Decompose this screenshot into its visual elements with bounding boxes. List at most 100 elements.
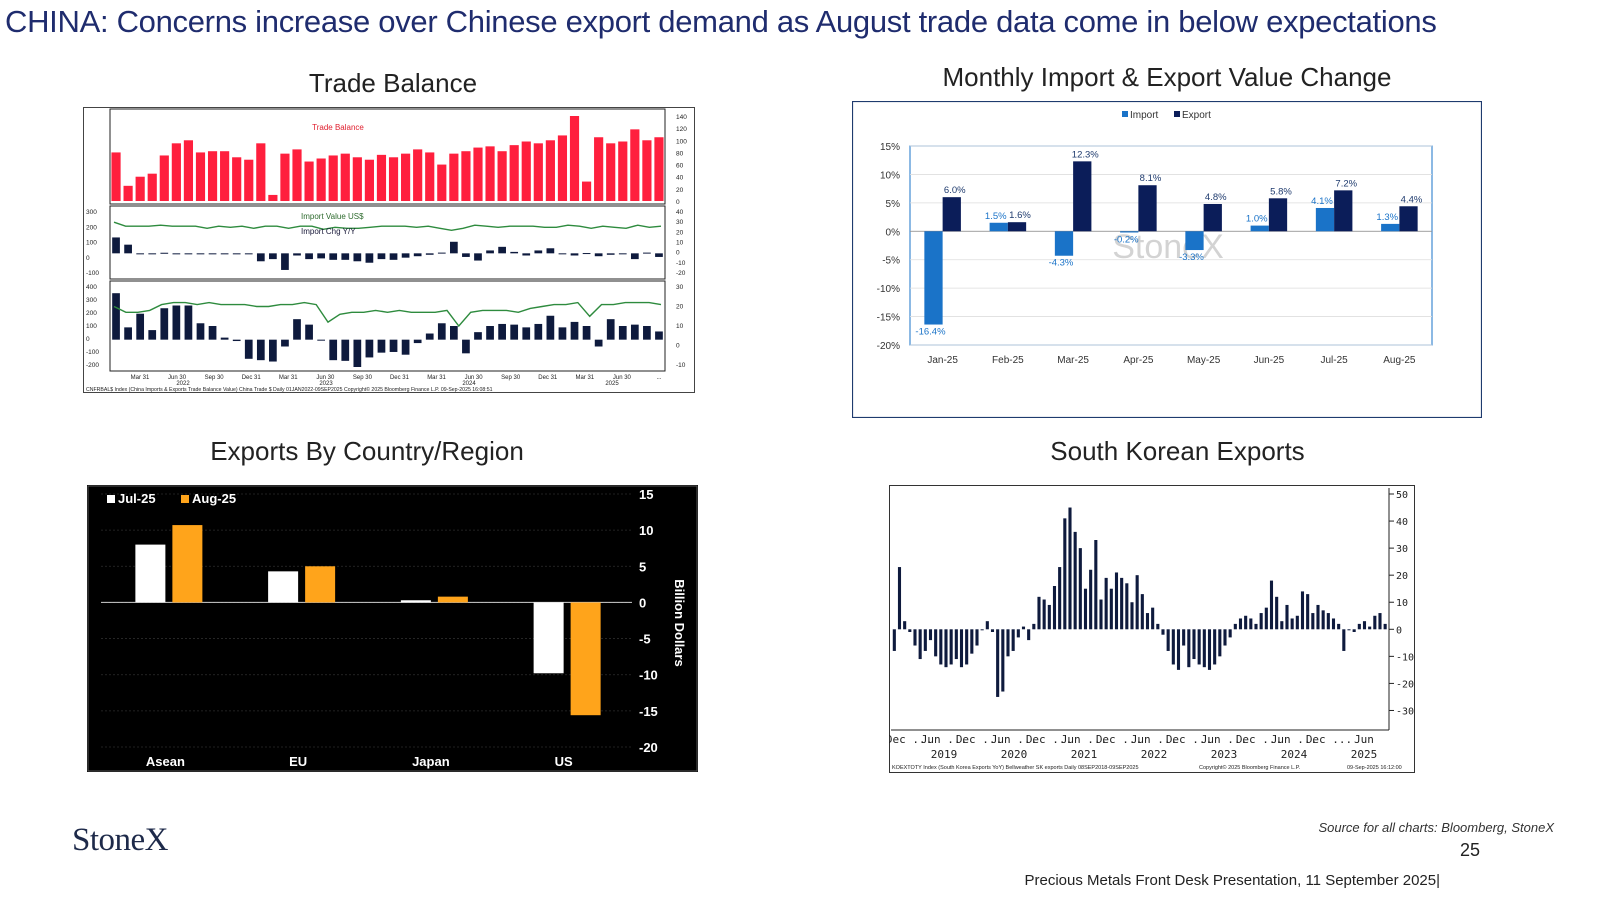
import-change-bar <box>232 339 241 342</box>
panel1-ytick: 20 <box>676 187 684 194</box>
panel1-label: Trade Balance <box>312 123 364 132</box>
import-change-bar <box>534 250 543 254</box>
import-change-bar <box>329 253 338 260</box>
y-tick-label: 10% <box>880 170 900 181</box>
import-change-bar <box>449 326 458 340</box>
trade-balance-bar <box>364 159 374 201</box>
x-tick-label: Jun ... <box>1061 733 1107 746</box>
category-label: Japan <box>412 754 450 769</box>
aug-bar <box>172 525 203 603</box>
import-bar <box>1054 231 1074 256</box>
trade-balance-bar <box>159 155 169 201</box>
import-change-bar <box>534 323 543 340</box>
import-change-bar <box>220 253 229 255</box>
import-change-bar <box>377 253 386 260</box>
trade-balance-bar <box>111 152 121 201</box>
panel-right-ytick: 30 <box>676 284 684 291</box>
trade-balance-bar <box>352 157 362 201</box>
trade-balance-bar <box>244 159 254 201</box>
import-change-bar <box>160 252 169 254</box>
exports-yoy-bar <box>1378 613 1382 630</box>
exports-yoy-bar <box>1290 618 1294 630</box>
x-tick-label: Jan-25 <box>927 355 958 366</box>
south-korea-heading: South Korean Exports <box>1050 436 1305 466</box>
trade-balance-bar <box>280 153 290 201</box>
import-change-bar <box>522 253 531 256</box>
trade-balance-bar <box>183 140 194 201</box>
import-bar <box>1120 231 1139 233</box>
panel-frame-3 <box>109 280 666 372</box>
import-change-bar <box>546 248 555 254</box>
panel-left-ytick: 0 <box>86 255 90 262</box>
import-change-bar <box>317 339 326 341</box>
exports-yoy-bar <box>1347 629 1351 631</box>
import-change-bar <box>462 339 470 354</box>
trade-balance-bar <box>437 164 447 201</box>
exports-yoy-bar <box>1218 629 1222 657</box>
exports-yoy-bar <box>1166 629 1170 651</box>
exports-yoy-bar <box>1223 629 1227 646</box>
exports-yoy-bar <box>1099 599 1103 630</box>
export-data-label: 4.4% <box>1401 194 1423 205</box>
import-value-line <box>113 301 662 328</box>
jul-bar <box>400 600 431 603</box>
y-tick-label: 5% <box>886 199 901 210</box>
y-tick-label: 5 <box>639 559 646 574</box>
import-change-bar <box>474 253 482 261</box>
import-change-bar <box>353 253 362 262</box>
import-change-bar <box>112 293 120 340</box>
panel-right-ytick: 20 <box>676 229 684 236</box>
import-change-bar <box>594 253 603 257</box>
import-change-bar <box>244 339 253 359</box>
import-change-bar <box>606 253 615 255</box>
import-data-label: -16.4% <box>915 327 946 338</box>
panel-left-ytick: -100 <box>86 349 99 356</box>
exports-yoy-bar <box>1171 629 1175 665</box>
exports-yoy-bar <box>1280 621 1284 630</box>
trade-balance-bar <box>292 149 302 201</box>
x-tick-label: Aug-25 <box>1383 355 1416 366</box>
y-tick-label: 0% <box>886 227 901 238</box>
exports-yoy-bar <box>965 629 969 665</box>
import-change-bar <box>413 253 422 257</box>
panel-left-ytick: -200 <box>86 362 99 369</box>
exports-yoy-bar <box>1207 629 1212 670</box>
import-change-bar <box>148 253 157 255</box>
exports-yoy-bar <box>1192 629 1196 660</box>
import-change-bar <box>570 321 579 340</box>
exports-yoy-bar <box>1311 613 1315 630</box>
import-data-label: -3.3% <box>1179 252 1204 263</box>
import-change-bar <box>317 253 326 259</box>
import-change-bar <box>184 305 193 340</box>
exports-yoy-bar <box>1233 623 1237 630</box>
y-tick-label: 10 <box>639 523 653 538</box>
panel-right-ytick: 40 <box>676 209 684 216</box>
exports-yoy-bar <box>1228 629 1232 638</box>
exports-yoy-bar <box>1078 548 1082 630</box>
exports-yoy-bar <box>1264 607 1268 630</box>
exports-yoy-bar <box>1331 618 1336 630</box>
jul-bar <box>268 571 299 603</box>
exports-yoy-bar <box>1300 591 1305 630</box>
import-export-heading: Monthly Import & Export Value Change <box>942 62 1392 92</box>
trade-balance-bar <box>497 151 507 201</box>
import-data-label: -0.2% <box>1114 234 1139 245</box>
import-change-bar <box>643 252 651 254</box>
exports-yoy-bar <box>1285 604 1289 630</box>
exports-yoy-bar <box>1383 623 1387 630</box>
import-change-bar <box>401 339 410 355</box>
import-bar <box>1250 225 1269 232</box>
export-bar <box>1334 190 1353 232</box>
import-change-bar <box>389 253 398 260</box>
exports-yoy-bar <box>1249 618 1253 630</box>
panel-left-ytick: 300 <box>86 297 97 304</box>
import-change-bar <box>630 324 639 340</box>
import-change-bar <box>510 324 519 340</box>
exports-yoy-bar <box>1213 629 1217 665</box>
import-change-bar <box>208 326 217 340</box>
trade-balance-heading: Trade Balance <box>308 68 478 98</box>
import-bar <box>1315 207 1335 232</box>
y-tick-label: 40 <box>1396 517 1408 528</box>
x-tick-label: Dec ... <box>1236 733 1282 746</box>
